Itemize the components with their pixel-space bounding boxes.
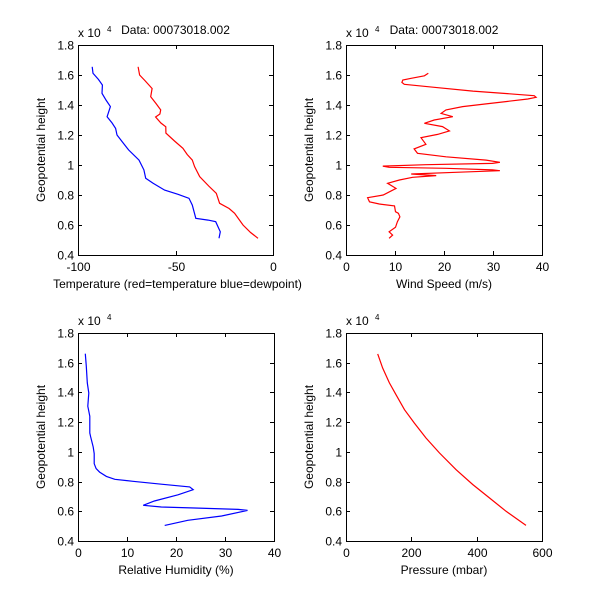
y-tick-label: 1.6: [57, 69, 74, 83]
y-tick-label: 0.4: [57, 535, 74, 549]
x-tick-label: 200: [401, 546, 421, 560]
y-tick-label: 1.8: [325, 327, 342, 341]
subplot-1: -100 -50 0 0.4 0.6 0.8 1 1.2 1.4 1.6 1.8 x 10 4 Data:…: [34, 23, 302, 291]
series-line-temperature: [137, 66, 259, 239]
chart-title: Data: 00073018.002: [121, 23, 230, 37]
y-tick-label: 1: [335, 159, 342, 173]
y-tick-label: 1.2: [325, 416, 342, 430]
subplot-4: 0 200 400 600 0.4 0.6 0.8 1 1.2 1.4 1.6 1.8 x 10 4 Pre…: [302, 313, 553, 577]
y-tick-label: 0.8: [57, 189, 74, 203]
axes-box: [78, 45, 274, 256]
y-tick-label: 1.4: [57, 99, 74, 113]
y-tick-label: 1.4: [325, 386, 342, 400]
y-tick-label: 1.4: [325, 99, 342, 113]
y-tick-label: 0.4: [57, 249, 74, 263]
axes-box: [346, 333, 543, 542]
y-tick-label: 0.6: [325, 505, 342, 519]
axes-box: [346, 45, 543, 256]
y-tick-label: 1.4: [57, 386, 74, 400]
x-axis-label: Wind Speed (m/s): [396, 277, 492, 291]
x-tick-label: 0: [343, 546, 350, 560]
x-tick-label: 10: [121, 546, 135, 560]
y-tick-label: 1: [67, 159, 74, 173]
y-tick-label: 1.8: [57, 39, 74, 53]
subplot-3: 0 10 20 30 40 0.4 0.6 0.8 1 1.2 1.4 1.6 1.8 x 10 4 Rela…: [34, 313, 281, 577]
x-tick-label: -100: [66, 260, 90, 274]
x-tick-label: 0: [75, 546, 82, 560]
axes-box: [78, 333, 275, 542]
y-tick-label: 1.2: [325, 129, 342, 143]
y-tick-label: 1.6: [57, 357, 74, 371]
x-tick-label: 600: [532, 546, 552, 560]
x-tick-label: 30: [487, 260, 501, 274]
y-multiplier-exponent: 4: [375, 25, 380, 34]
y-tick-label: 1: [67, 446, 74, 460]
x-tick-label: 10: [389, 260, 403, 274]
y-tick-label: 1.2: [57, 416, 74, 430]
x-axis-label: Relative Humidity (%): [118, 563, 233, 577]
x-tick-label: 400: [467, 546, 487, 560]
y-tick-label: 0.4: [325, 249, 342, 263]
y-tick-label: 1.6: [325, 357, 342, 371]
y-tick-label: 1.2: [57, 129, 74, 143]
y-axis-label: Geopotential height: [34, 384, 48, 489]
y-tick-label: 0.4: [325, 535, 342, 549]
x-tick-label: 20: [438, 260, 452, 274]
y-tick-label: 1.8: [57, 327, 74, 341]
chart-title: Data: 00073018.002: [390, 23, 499, 37]
series-line-relative-humidity: [84, 353, 248, 526]
y-multiplier-label: x 10: [346, 26, 369, 40]
x-tick-label: 0: [270, 260, 277, 274]
y-tick-label: 1.8: [325, 39, 342, 53]
x-tick-label: 30: [219, 546, 233, 560]
y-multiplier-label: x 10: [78, 314, 101, 328]
y-multiplier-exponent: 4: [107, 313, 112, 322]
y-tick-label: 0.8: [325, 189, 342, 203]
y-multiplier-label: x 10: [346, 314, 369, 328]
x-tick-label: -50: [168, 260, 186, 274]
y-tick-label: 1: [335, 446, 342, 460]
x-axis-label: Pressure (mbar): [401, 563, 488, 577]
series-line-pressure: [377, 353, 527, 526]
y-tick-label: 0.6: [57, 505, 74, 519]
x-axis-label: Temperature (red=temperature blue=dewpoi…: [53, 277, 302, 291]
y-tick-label: 0.6: [57, 219, 74, 233]
y-multiplier-exponent: 4: [375, 313, 380, 322]
subplot-2: 0 10 20 30 40 0.4 0.6 0.8 1 1.2 1.4 1.6 1.8 x 10 4 Data…: [302, 23, 549, 291]
x-tick-label: 40: [268, 546, 282, 560]
series-line-dewpoint: [91, 66, 221, 239]
y-tick-label: 0.8: [57, 476, 74, 490]
y-tick-label: 1.6: [325, 69, 342, 83]
y-axis-label: Geopotential height: [302, 97, 316, 202]
y-axis-label: Geopotential height: [34, 97, 48, 202]
x-tick-label: 40: [536, 260, 550, 274]
x-tick-label: 0: [343, 260, 350, 274]
y-tick-label: 0.8: [325, 476, 342, 490]
y-axis-label: Geopotential height: [302, 384, 316, 489]
y-multiplier-exponent: 4: [107, 25, 112, 34]
series-line-wind-speed: [366, 72, 538, 239]
y-multiplier-label: x 10: [78, 26, 101, 40]
x-tick-label: 20: [170, 546, 184, 560]
y-tick-label: 0.6: [325, 219, 342, 233]
